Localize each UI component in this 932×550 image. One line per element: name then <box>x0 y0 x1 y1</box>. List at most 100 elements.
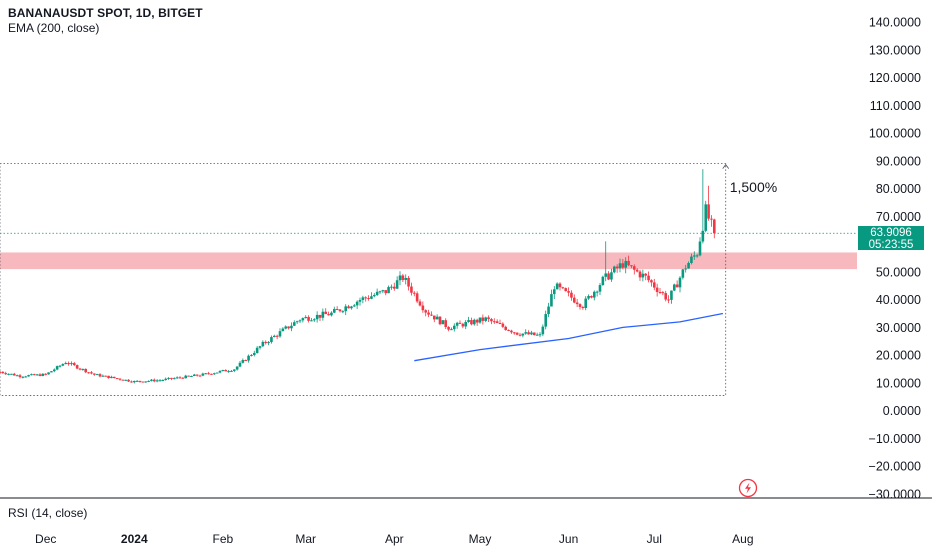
ema-layer <box>414 312 724 362</box>
candle-body <box>212 373 216 375</box>
candle-body <box>264 341 268 343</box>
candle-body <box>601 276 605 286</box>
candle-body <box>684 268 688 270</box>
candle-body <box>438 316 442 325</box>
candle-body <box>404 277 408 280</box>
candle-body <box>647 275 650 281</box>
candle-body <box>555 283 559 290</box>
candle-body <box>541 326 545 335</box>
candle-body <box>287 326 290 329</box>
candle-body <box>172 378 176 380</box>
candle-body <box>272 335 276 338</box>
candle-body <box>530 332 533 335</box>
candle-body <box>607 273 610 280</box>
candle-body <box>710 218 713 220</box>
candle-body <box>118 378 122 380</box>
candle-body <box>575 302 579 305</box>
candle-body <box>12 373 16 376</box>
price-tick: 30.0000 <box>876 321 921 335</box>
candle-body <box>375 291 379 296</box>
rsi-legend[interactable]: RSI (14, close) <box>8 506 88 520</box>
candle-body <box>318 314 322 318</box>
candle-body <box>324 311 328 315</box>
symbol-title[interactable]: BANANAUSDT SPOT, 1D, BITGET <box>8 6 203 20</box>
candle-body <box>204 373 208 375</box>
candle-body <box>612 266 616 273</box>
candle-body <box>175 377 179 379</box>
candle-body <box>64 363 68 365</box>
candle-body <box>81 368 85 370</box>
candle-body <box>298 320 302 322</box>
candle-body <box>384 290 388 294</box>
candle-body <box>144 381 148 383</box>
candle-body <box>7 373 10 375</box>
time-axis[interactable]: Dec 2024 Feb Mar Apr May Jun Jul Aug <box>35 532 753 546</box>
ema-legend[interactable]: EMA (200, close) <box>8 21 100 35</box>
ema-200-line[interactable] <box>414 312 724 362</box>
candle-body <box>712 219 716 234</box>
candle-body <box>407 277 410 287</box>
price-tick: 100.0000 <box>869 127 921 141</box>
candle-body <box>632 266 636 270</box>
candle-body <box>372 295 376 297</box>
candle-body <box>227 371 230 373</box>
resistance-zone[interactable] <box>0 252 857 270</box>
candle-body <box>467 320 470 322</box>
candle-body <box>435 316 439 320</box>
candle-body <box>358 299 362 302</box>
candle-body <box>124 379 128 381</box>
candle-body <box>235 366 239 370</box>
candle-body <box>184 375 188 379</box>
candle-body <box>41 373 45 376</box>
candle-body <box>538 334 542 336</box>
candle-body <box>461 323 465 327</box>
candle-body <box>370 296 373 299</box>
candle-body <box>490 319 493 322</box>
candle-body <box>641 273 645 278</box>
candle-body <box>615 266 619 269</box>
time-tick: Apr <box>385 532 404 546</box>
time-tick: Aug <box>732 532 753 546</box>
candle-body <box>30 374 33 376</box>
candle-body <box>410 286 413 293</box>
candle-body <box>247 355 250 361</box>
candle-body <box>464 321 468 327</box>
price-tick: 50.0000 <box>876 265 921 279</box>
candle-body <box>70 363 73 365</box>
measure-box[interactable] <box>0 163 727 396</box>
candle-body <box>127 379 130 382</box>
candle-body <box>698 241 702 256</box>
candle-body <box>201 373 205 376</box>
price-tick: 140.0000 <box>869 16 921 30</box>
candle-body <box>281 328 285 332</box>
candle-body <box>387 287 390 294</box>
candle-body <box>424 310 428 313</box>
candle-body <box>432 315 436 320</box>
price-tick: 40.0000 <box>876 293 921 307</box>
price-axis[interactable]: 140.0000 130.0000 120.0000 110.0000 100.0000… <box>869 16 922 502</box>
candle-body <box>190 376 193 378</box>
candle-body <box>687 262 690 269</box>
candle-body <box>610 272 613 280</box>
candle-body <box>32 374 36 376</box>
candle-body <box>661 292 665 294</box>
candle-body <box>618 263 622 269</box>
candle-body <box>224 369 228 372</box>
candle-body <box>301 318 305 321</box>
candle-body <box>547 306 550 315</box>
candle-body <box>638 271 642 278</box>
candle-body <box>395 280 399 289</box>
flash-icon[interactable] <box>738 478 758 498</box>
price-tick: −10.0000 <box>869 432 922 446</box>
candle-body <box>515 332 519 335</box>
candle-body <box>67 363 70 365</box>
candle-body <box>512 332 516 334</box>
candle-body <box>155 380 159 382</box>
candle-body <box>198 375 202 377</box>
candle-body <box>161 379 165 381</box>
candle-body <box>418 301 422 306</box>
candle-body <box>507 329 510 331</box>
candle-body <box>78 368 82 370</box>
candle-body <box>215 372 219 374</box>
